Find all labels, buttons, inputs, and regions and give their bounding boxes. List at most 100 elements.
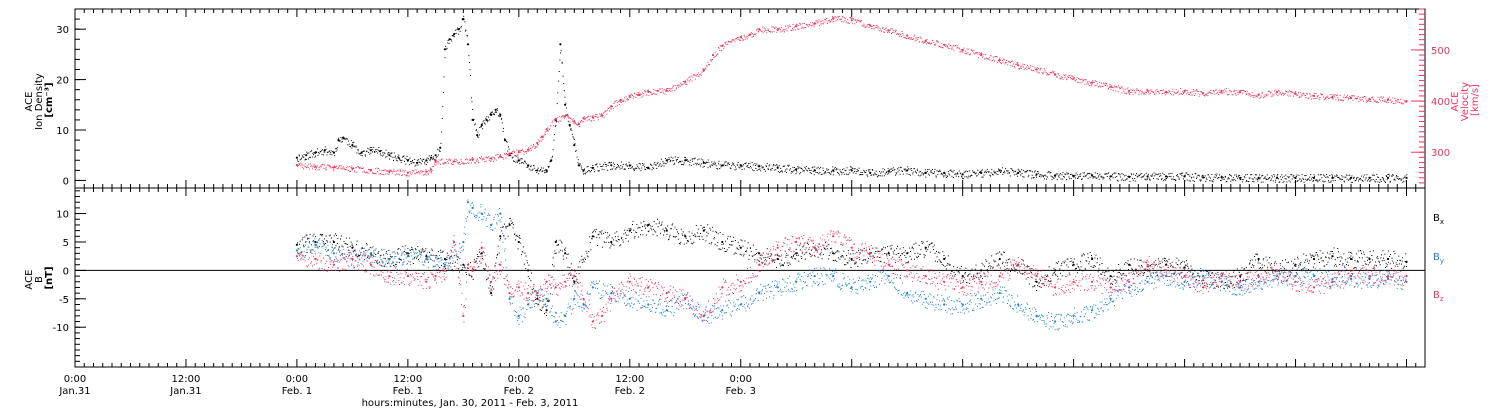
density-scatter-dot	[735, 168, 737, 170]
velocity-scatter-dot	[843, 21, 845, 23]
bx-scatter-dot	[514, 234, 515, 236]
density-scatter-dot	[1139, 175, 1141, 177]
bx-scatter-dot	[605, 241, 607, 243]
density-scatter-dot	[1340, 178, 1342, 180]
density-scatter-dot	[1252, 181, 1254, 182]
velocity-scatter-dot	[584, 119, 586, 121]
bx-scatter-dot	[630, 229, 632, 231]
bx-scatter-dot	[933, 249, 934, 250]
velocity-scatter-dot	[435, 164, 437, 166]
density-scatter-dot	[1165, 179, 1167, 181]
density-scatter-dot	[473, 119, 474, 121]
velocity-scatter-dot	[447, 162, 449, 164]
density-scatter-dot	[638, 167, 640, 169]
velocity-scatter-dot	[813, 23, 815, 25]
density-scatter-dot	[788, 164, 790, 166]
velocity-scatter-dot	[1396, 100, 1398, 102]
velocity-scatter-dot	[1124, 88, 1126, 90]
density-scatter-dot	[552, 155, 553, 157]
velocity-scatter-dot	[330, 166, 331, 168]
velocity-scatter-dot	[772, 31, 774, 33]
velocity-scatter-dot	[332, 169, 334, 171]
density-scatter-dot	[694, 157, 696, 159]
bx-scatter-dot	[1140, 259, 1142, 261]
velocity-scatter-dot	[300, 163, 302, 165]
velocity-scatter-dot	[844, 20, 846, 21]
bx-scatter-dot	[299, 240, 301, 242]
bx-scatter-dot	[1099, 257, 1101, 259]
bx-scatter-dot	[363, 259, 365, 261]
velocity-scatter-dot	[936, 41, 938, 43]
density-scatter-dot	[431, 156, 433, 158]
velocity-point	[545, 128, 548, 131]
velocity-scatter-dot	[1389, 99, 1391, 101]
density-scatter-dot	[604, 164, 606, 165]
bx-scatter-dot	[744, 240, 746, 242]
velocity-scatter-dot	[1188, 94, 1190, 96]
velocity-scatter-dot	[1213, 90, 1215, 92]
bx-scatter-dot	[560, 241, 562, 243]
density-scatter-dot	[1214, 174, 1216, 176]
density-scatter-dot	[383, 154, 385, 156]
bx-scatter-dot	[554, 253, 556, 254]
density-scatter-dot	[407, 160, 409, 162]
velocity-scatter-dot	[569, 121, 571, 123]
bx-scatter-dot	[312, 235, 314, 237]
density-scatter-dot	[492, 114, 494, 116]
velocity-scatter-dot	[466, 159, 468, 161]
velocity-scatter-dot	[825, 19, 826, 20]
density-scatter-dot	[863, 170, 865, 172]
bx-scatter-dot	[963, 280, 964, 282]
velocity-scatter-dot	[652, 92, 654, 94]
density-scatter-dot	[1258, 178, 1260, 180]
bx-scatter-dot	[847, 250, 849, 252]
bx-scatter-dot	[1004, 269, 1006, 271]
bx-scatter-dot	[471, 276, 473, 278]
density-scatter-dot	[1077, 177, 1079, 179]
velocity-scatter-dot	[408, 175, 410, 177]
velocity-scatter-dot	[711, 59, 713, 61]
velocity-scatter-dot	[490, 160, 492, 162]
density-scatter-dot	[641, 167, 643, 169]
velocity-scatter-dot	[859, 20, 861, 22]
density-scatter-dot	[640, 170, 642, 172]
density-scatter-dot	[784, 170, 786, 172]
bx-scatter-dot	[340, 235, 342, 237]
velocity-scatter-dot	[840, 18, 842, 20]
bx-scatter-dot	[702, 227, 704, 229]
density-scatter-dot	[516, 161, 518, 163]
bx-scatter-dot	[531, 289, 533, 290]
density-scatter-dot	[1332, 175, 1333, 177]
bx-scatter-dot	[559, 239, 561, 241]
bx-scatter-dot	[496, 257, 497, 259]
density-scatter-dot	[1341, 175, 1343, 177]
velocity-scatter-dot	[1260, 96, 1262, 98]
density-scatter-dot	[1336, 175, 1338, 177]
bx-scatter-dot	[422, 248, 424, 250]
density-scatter-dot	[444, 57, 446, 59]
bx-scatter-dot	[953, 271, 955, 273]
bx-scatter-dot	[1026, 266, 1028, 268]
bx-scatter-dot	[1072, 262, 1074, 264]
density-scatter-dot	[1043, 175, 1045, 176]
velocity-scatter-dot	[1319, 96, 1321, 98]
bx-scatter-dot	[698, 235, 700, 237]
bx-scatter-dot	[806, 251, 808, 253]
velocity-scatter-dot	[409, 171, 411, 173]
density-scatter-dot	[1051, 179, 1053, 181]
density-point	[559, 43, 562, 46]
density-scatter-dot	[448, 39, 450, 41]
bx-scatter-dot	[1129, 264, 1131, 266]
density-scatter-dot	[1388, 173, 1390, 175]
velocity-scatter-dot	[1204, 94, 1206, 96]
bx-scatter-dot	[1078, 267, 1080, 269]
velocity-scatter-dot	[1182, 91, 1184, 93]
velocity-scatter-dot	[1120, 86, 1122, 88]
bx-scatter-dot	[892, 256, 894, 258]
velocity-scatter-dot	[1089, 84, 1091, 86]
velocity-scatter-dot	[630, 97, 632, 98]
velocity-scatter-dot	[662, 90, 664, 92]
bx-scatter-dot	[1012, 270, 1014, 272]
density-scatter-dot	[1180, 173, 1182, 175]
density-scatter-dot	[891, 168, 893, 170]
